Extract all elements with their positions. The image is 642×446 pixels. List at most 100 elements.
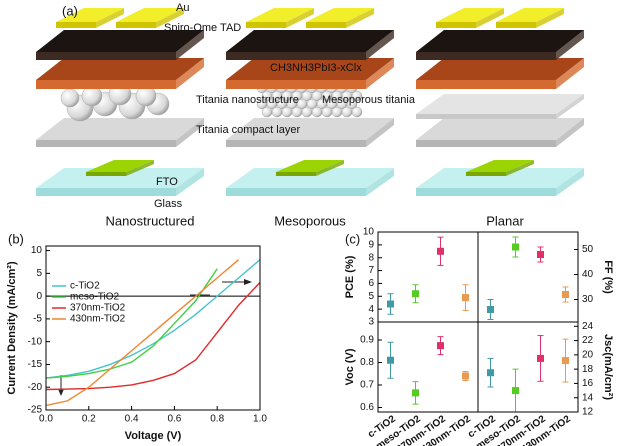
x-tick-label: 0.0 xyxy=(39,414,53,425)
layer-label: Spiro-Ome TAD xyxy=(164,22,241,34)
y-tick-label: 16 xyxy=(582,378,594,389)
y-tick-label: 20 xyxy=(582,349,594,360)
layer-top xyxy=(36,30,204,52)
series-line xyxy=(46,268,218,379)
series-line xyxy=(46,259,240,407)
legend-label: 370nm-TiO2 xyxy=(70,303,126,314)
y-tick-label: 5 xyxy=(36,268,42,279)
sphere xyxy=(301,106,313,118)
layer-side xyxy=(476,8,504,28)
layer-top xyxy=(56,8,124,22)
y-tick-label: 18 xyxy=(582,364,594,375)
x-tick-label: 1.0 xyxy=(253,414,267,425)
y-tick-label: 8 xyxy=(368,252,374,263)
layer-side xyxy=(176,30,204,60)
layer-top xyxy=(226,168,394,188)
layer-side xyxy=(536,8,564,28)
layer-top xyxy=(496,8,564,22)
layer-side xyxy=(276,172,316,176)
layer-side xyxy=(176,168,204,196)
layer-side xyxy=(416,140,556,147)
layer-side xyxy=(416,114,556,119)
y-tick-label: 10 xyxy=(363,227,375,238)
layer-top xyxy=(416,94,584,114)
legend-label: meso-TiO2 xyxy=(70,292,120,303)
layer-label: Titania nanostructure xyxy=(196,94,299,106)
layer-side xyxy=(366,168,394,196)
layer-label: CH3NH3PbI3-xClx xyxy=(270,62,362,74)
y-tick-label: 22 xyxy=(582,335,594,346)
y-tick-label: -10 xyxy=(28,336,43,347)
x-tick-label: 0.8 xyxy=(210,414,224,425)
layer-side xyxy=(556,94,584,119)
layer-side xyxy=(176,58,204,89)
layer-top xyxy=(306,8,374,22)
layer-side xyxy=(496,22,536,28)
layer-top xyxy=(416,168,584,188)
device-diagram xyxy=(36,8,584,196)
sphere xyxy=(281,106,293,118)
y-tick-label: 6 xyxy=(368,278,374,289)
sphere xyxy=(321,106,333,118)
layer-top xyxy=(466,160,534,172)
point xyxy=(462,372,469,380)
y-tick-label: -15 xyxy=(28,359,43,370)
series-line xyxy=(46,281,260,391)
plot-frame xyxy=(477,321,579,413)
y-tick-label: 5 xyxy=(368,291,374,302)
layer-side xyxy=(116,22,156,28)
panel-label: (b) xyxy=(8,231,24,246)
point xyxy=(387,300,394,308)
layer-side xyxy=(306,22,346,28)
y-tick-label: 3 xyxy=(368,317,374,328)
y-tick-label: -20 xyxy=(28,382,43,393)
plot-frame xyxy=(377,321,479,413)
x-tick-label: 0.6 xyxy=(167,414,181,425)
layer-side xyxy=(346,8,374,28)
layer-side xyxy=(556,118,584,147)
layer-side xyxy=(36,52,176,60)
layer-side xyxy=(226,80,366,89)
layer-side xyxy=(176,118,204,147)
y-tick-label: 14 xyxy=(582,392,594,403)
layer-side xyxy=(56,22,96,28)
point xyxy=(487,306,494,313)
legend-label: 430nm-TiO2 xyxy=(70,314,126,325)
sphere xyxy=(271,106,283,118)
y-tick-label: 12 xyxy=(582,407,594,418)
layer-side xyxy=(416,80,556,89)
y-tick-label: 0.6 xyxy=(360,402,374,413)
layer-top xyxy=(116,8,184,22)
layer-side xyxy=(226,140,366,147)
point xyxy=(512,387,519,395)
layer-side xyxy=(126,160,154,176)
y-tick-label: 30 xyxy=(582,294,594,305)
layer-side xyxy=(36,188,176,196)
point xyxy=(437,247,444,255)
layer-side xyxy=(436,22,476,28)
y-axis-label: Current Density (mA/cm²) xyxy=(6,261,18,395)
series-line xyxy=(46,259,260,379)
sphere xyxy=(331,106,343,118)
y-tick-label: 24 xyxy=(582,321,594,332)
layer-top xyxy=(36,118,204,140)
layer-side xyxy=(366,30,394,60)
x-axis-label: Voltage (V) xyxy=(125,430,182,442)
layer-top xyxy=(226,30,394,52)
layer-side xyxy=(466,172,506,176)
layer-side xyxy=(226,52,366,60)
point xyxy=(537,354,544,362)
layer-label: FTO xyxy=(156,176,178,188)
layer-side xyxy=(416,188,556,196)
layer-side xyxy=(366,118,394,147)
layer-top xyxy=(436,8,504,22)
y-tick-label: 50 xyxy=(582,244,594,255)
point xyxy=(387,356,394,364)
point xyxy=(412,389,419,397)
y-tick-label: 0.7 xyxy=(360,380,374,391)
layer-top xyxy=(416,118,584,140)
sphere xyxy=(341,106,353,118)
layer-side xyxy=(36,140,176,147)
sphere xyxy=(291,106,303,118)
